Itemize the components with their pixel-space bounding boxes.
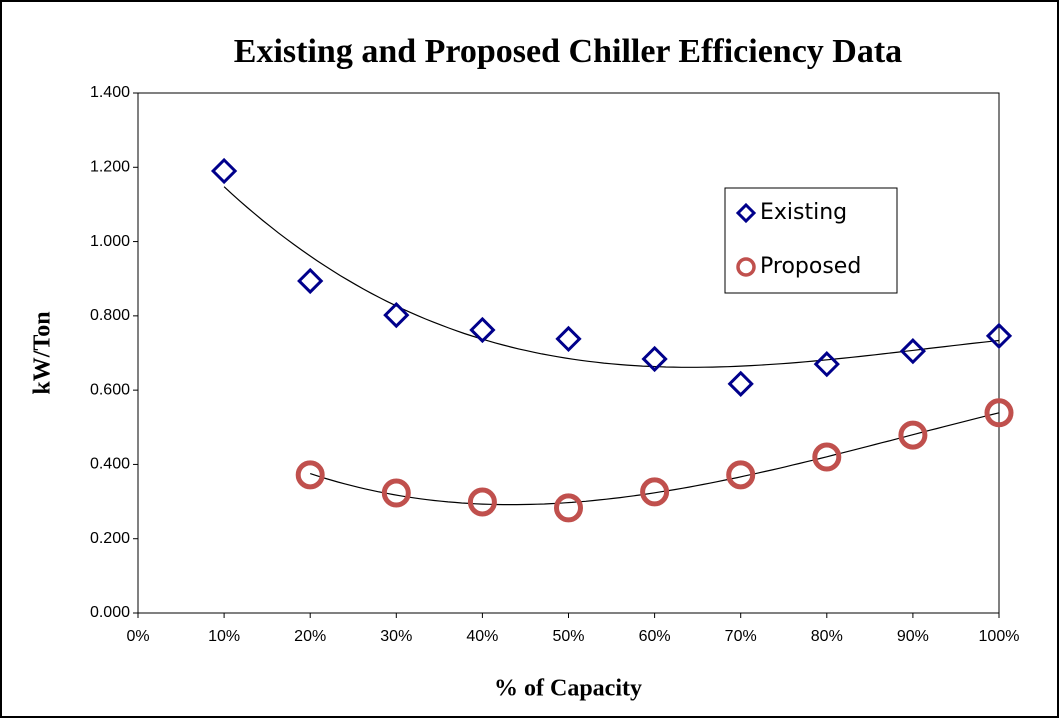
y-tick-label: 1.400	[90, 84, 130, 101]
x-tick-label: 30%	[380, 628, 412, 645]
point	[984, 398, 1014, 428]
point	[898, 420, 928, 450]
chart-title: Existing and Proposed Chiller Efficiency…	[234, 33, 902, 70]
x-tick-label: 70%	[725, 628, 757, 645]
legend-marker	[736, 257, 756, 277]
legend-box	[724, 187, 898, 294]
point	[641, 345, 668, 373]
y-tick-label: 1.000	[90, 233, 130, 250]
x-tick-label: 50%	[552, 628, 584, 645]
point	[727, 370, 754, 397]
x-tick-label: 40%	[466, 628, 498, 645]
legend-marker	[735, 202, 757, 224]
x-tick-label: 10%	[208, 628, 240, 645]
y-tick-label: 0.800	[90, 307, 130, 324]
x-tick-label: 0%	[126, 628, 149, 645]
trendline	[223, 186, 1000, 368]
x-tick-label: 20%	[294, 628, 326, 645]
legend: Existing Proposed	[724, 187, 898, 294]
y-tick-label: 0.200	[90, 530, 130, 547]
point	[554, 493, 583, 523]
x-axis-label: % of Capacity	[494, 676, 642, 702]
y-axis-label: kW/Ton	[30, 311, 56, 394]
point	[640, 477, 670, 507]
point	[295, 460, 325, 490]
x-tick-label: 80%	[811, 628, 843, 645]
point	[297, 267, 324, 295]
point	[726, 460, 756, 490]
y-tick-label: 0.600	[90, 381, 130, 398]
y-tick-label: 0.400	[90, 456, 130, 473]
legend-label: Existing	[760, 200, 847, 225]
trendline	[310, 412, 1000, 506]
point	[381, 478, 411, 508]
x-tick-label: 90%	[897, 628, 929, 645]
point	[469, 316, 496, 344]
point	[210, 157, 238, 185]
y-tick-label: 1.200	[90, 159, 130, 176]
point	[555, 325, 582, 353]
x-tick-label: 100%	[979, 628, 1020, 645]
point	[899, 338, 927, 365]
point	[383, 301, 410, 329]
point	[812, 442, 842, 472]
point	[985, 322, 1013, 350]
point	[467, 487, 497, 517]
legend-label: Proposed	[760, 254, 861, 279]
point	[813, 351, 840, 378]
x-tick-label: 60%	[639, 628, 671, 645]
y-tick-label: 0.000	[90, 604, 130, 621]
